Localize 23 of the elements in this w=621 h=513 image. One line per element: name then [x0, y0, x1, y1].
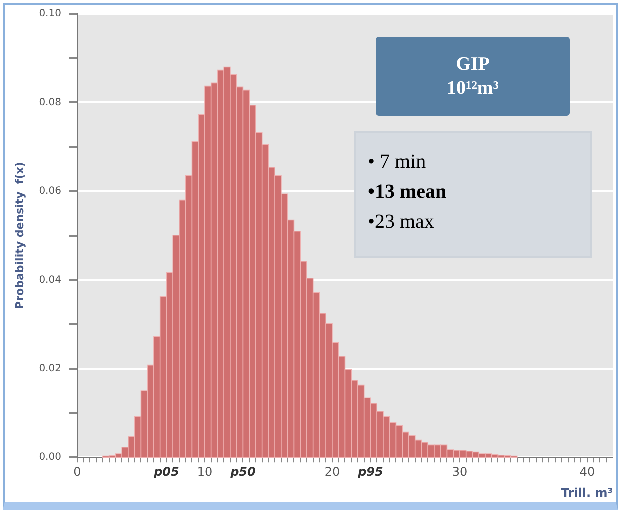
- x-tick-label: 10: [197, 464, 213, 479]
- annotation: 10¹²m³: [446, 76, 500, 100]
- y-tick-label: 0.06: [39, 186, 62, 198]
- info-box: • 7 min •13 mean •23 max: [354, 131, 592, 258]
- annotation: •23 max: [368, 210, 436, 235]
- annotation: •13 mean: [368, 180, 448, 205]
- y-tick-label: 0.00: [39, 452, 62, 464]
- caption-box: GIP 10¹²m³: [376, 37, 570, 116]
- y-axis-title: Probability density f(x): [13, 162, 26, 310]
- x-tick-label: 0: [74, 464, 82, 479]
- x-tick-label: p50: [230, 464, 256, 479]
- x-tick-label: p95: [357, 464, 384, 479]
- annotation: GIP: [455, 52, 491, 76]
- x-tick-label: 30: [452, 464, 468, 479]
- y-tick-label: 0.10: [39, 8, 62, 20]
- annotation: • 7 min: [368, 150, 428, 175]
- x-tick-label: 40: [580, 464, 596, 479]
- y-tick-label: 0.08: [39, 97, 62, 108]
- y-tick-label: 0.02: [39, 363, 62, 374]
- x-tick-label: 20: [324, 464, 340, 479]
- x-tick-label: p05: [153, 464, 180, 479]
- y-tick-label: 0.04: [39, 274, 62, 286]
- x-axis-title: Trill. m³: [561, 486, 613, 500]
